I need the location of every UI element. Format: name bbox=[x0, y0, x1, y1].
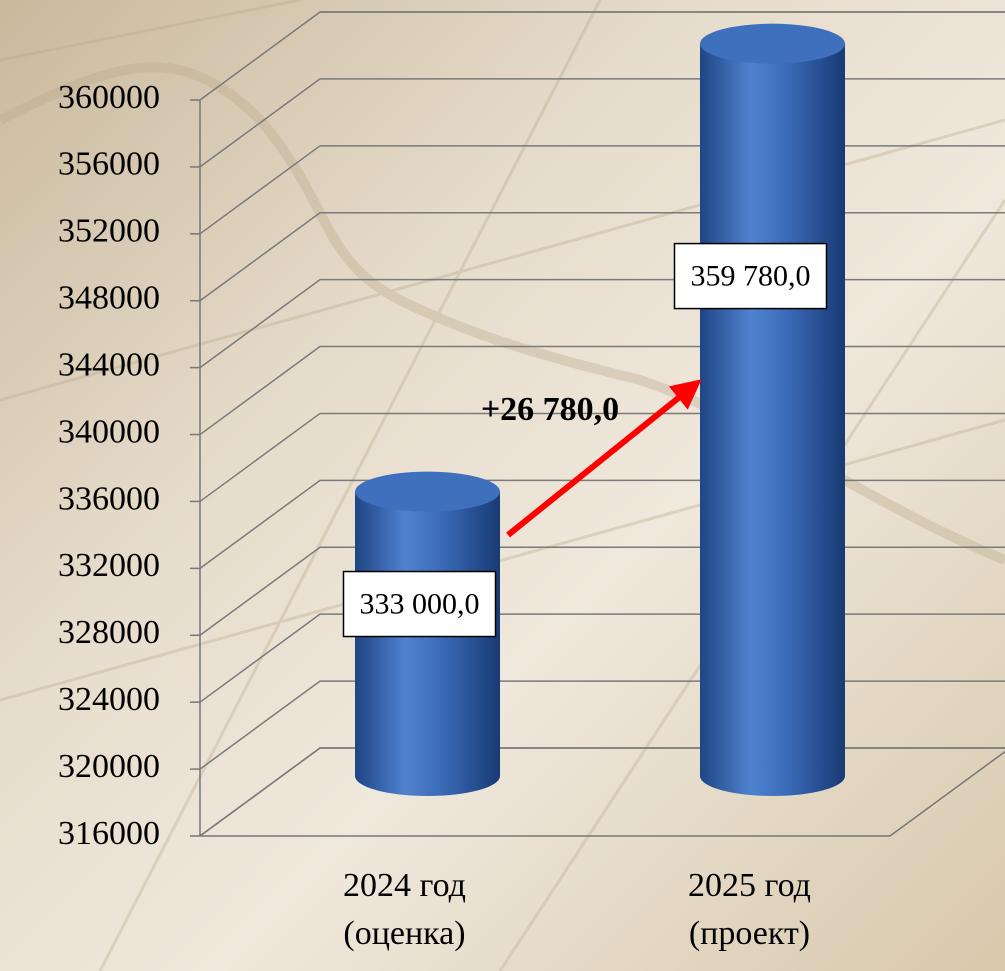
x-tick-label: 2024 год bbox=[343, 867, 466, 904]
cylinder-top bbox=[355, 472, 500, 512]
grid-line bbox=[200, 480, 1005, 568]
x-tick-label: 2025 год bbox=[688, 867, 811, 904]
y-tick-label: 324000 bbox=[58, 681, 160, 718]
y-tick-label: 320000 bbox=[58, 748, 160, 785]
grid-line bbox=[200, 748, 1005, 836]
y-tick-label: 328000 bbox=[58, 614, 160, 651]
x-tick-label: (проект) bbox=[689, 915, 810, 952]
grid-line bbox=[200, 614, 1005, 702]
y-tick-label: 360000 bbox=[58, 79, 160, 116]
grid-line bbox=[200, 681, 1005, 769]
value-label: 359 780,0 bbox=[691, 260, 811, 293]
y-tick-label: 344000 bbox=[58, 346, 160, 383]
y-tick-label: 352000 bbox=[58, 213, 160, 250]
cylinder-body bbox=[355, 492, 500, 796]
value-label: 333 000,0 bbox=[360, 588, 480, 621]
y-tick-label: 316000 bbox=[58, 815, 160, 852]
grid: 316000 320000 324000 328000 332000 336000 3400… bbox=[58, 12, 1005, 852]
bar bbox=[700, 24, 845, 796]
chart: 316000 320000 324000 328000 332000 336000 3400… bbox=[0, 0, 1005, 971]
cylinder-body bbox=[700, 44, 845, 796]
y-tick-label: 340000 bbox=[58, 413, 160, 450]
grid-line bbox=[200, 213, 1005, 301]
y-tick-label: 356000 bbox=[58, 146, 160, 183]
y-tick-label: 332000 bbox=[58, 547, 160, 584]
floor bbox=[200, 748, 1005, 836]
y-tick-label: 336000 bbox=[58, 480, 160, 517]
x-tick-label: (оценка) bbox=[343, 915, 465, 952]
cylinder-top bbox=[700, 24, 845, 64]
y-tick-label: 348000 bbox=[58, 280, 160, 317]
grid-line bbox=[200, 547, 1005, 635]
grid-line bbox=[200, 12, 1005, 100]
grid-line bbox=[200, 280, 1005, 368]
difference-annotation: +26 780,0 bbox=[481, 391, 619, 428]
